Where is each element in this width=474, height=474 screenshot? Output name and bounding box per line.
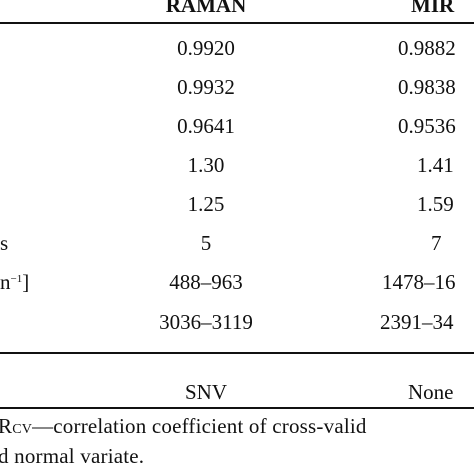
table-cell-raman: 1.30: [187, 153, 225, 177]
bottom-rule: [0, 407, 474, 409]
table-cell-raman: 5: [200, 231, 212, 255]
row-label: s: [0, 231, 9, 255]
header-rule: [0, 22, 474, 24]
table-cell-raman: 0.9932: [177, 75, 235, 99]
section-rule: [0, 352, 474, 354]
column-header-mir: MIR: [411, 0, 455, 17]
table-cell-raman: SNV: [184, 380, 228, 404]
table-cell-raman: 1.25: [187, 192, 225, 216]
footnote-symbol: R: [0, 414, 13, 438]
footnote-text: —correlation coefficient of cross-valid: [32, 414, 367, 438]
table-cell-mir: 0.9536: [398, 114, 456, 138]
row-label-sup: −1: [10, 273, 23, 285]
footnote-symbol-sub: CV: [12, 422, 33, 437]
row-label: n−1]: [0, 270, 29, 294]
table-cell-raman: 488–963: [169, 270, 243, 294]
row-label-end: ]: [22, 270, 30, 294]
footnote-line-2: d normal variate.: [0, 444, 145, 468]
table-cell-mir: 0.9838: [398, 75, 456, 99]
table-cell-mir: 1478–16: [382, 270, 456, 294]
table-cell-raman: 3036–3119: [159, 310, 253, 334]
footnote-line-1: RCV—correlation coefficient of cross-val…: [0, 414, 367, 442]
table-cell-mir: None: [408, 380, 454, 404]
table-cell-mir: 1.41: [417, 153, 454, 177]
table-cell-raman: 0.9641: [177, 114, 235, 138]
row-label-text: n: [0, 270, 11, 294]
table-cell-raman: 0.9920: [177, 36, 235, 60]
column-header-raman: RAMAN: [165, 0, 247, 17]
table-cell-mir: 2391–34: [380, 310, 454, 334]
table-cell-mir: 0.9882: [398, 36, 456, 60]
table-cell-mir: 7: [431, 231, 442, 255]
table-cell-mir: 1.59: [417, 192, 454, 216]
